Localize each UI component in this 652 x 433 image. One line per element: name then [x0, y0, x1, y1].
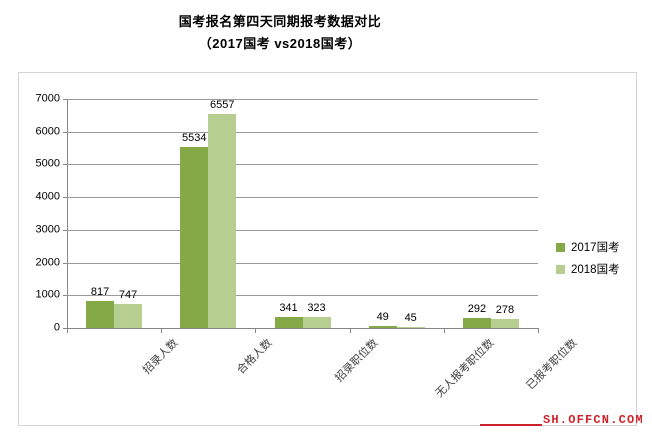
- gridline: [67, 131, 538, 133]
- y-axis-tick-label: 2000: [35, 256, 60, 269]
- bar-value-label: 49: [376, 311, 389, 324]
- gridline: [67, 197, 538, 199]
- bar-2017[interactable]: [368, 326, 397, 328]
- bar-2018[interactable]: [208, 113, 237, 328]
- y-axis-line: [67, 99, 68, 329]
- chart-subtitle: （2017国考 vs2018国考）: [198, 36, 362, 51]
- x-axis-tick-mark: [444, 328, 445, 333]
- y-axis-tick-label: 1000: [35, 288, 60, 301]
- bar-2017[interactable]: [86, 301, 115, 328]
- x-axis-tick-mark: [350, 328, 351, 333]
- bar-2018[interactable]: [396, 326, 425, 328]
- gridline: [67, 99, 538, 100]
- y-axis-tick-label: 6000: [35, 125, 60, 138]
- bar-2018[interactable]: [302, 317, 331, 328]
- site-watermark: SH.OFFCN.COM: [543, 413, 644, 427]
- bar-value-label: 323: [307, 302, 326, 315]
- bar-value-label: 6557: [210, 98, 235, 111]
- title-block: 国考报名第四天同期报考数据对比 （2017国考 vs2018国考）: [0, 12, 560, 54]
- gridline: [67, 229, 538, 231]
- x-axis-tick-mark: [161, 328, 162, 333]
- legend: 2017国考 2018国考: [556, 238, 620, 282]
- bar-value-label: 747: [118, 288, 138, 301]
- bar-2017[interactable]: [462, 318, 491, 328]
- chart-title: 国考报名第四天同期报考数据对比: [178, 14, 382, 29]
- bar-2017[interactable]: [274, 316, 303, 328]
- bar-value-label: 5534: [182, 131, 207, 144]
- y-axis-tick-label: 5000: [35, 157, 60, 170]
- y-axis-tick-mark: [63, 229, 67, 231]
- x-axis-tick-mark: [538, 328, 539, 333]
- y-axis-tick-label: 0: [53, 321, 60, 334]
- gridline: [67, 262, 538, 264]
- legend-swatch-icon-2017: [556, 243, 565, 252]
- y-axis-tick-mark: [63, 164, 67, 166]
- x-axis-line: [67, 328, 539, 329]
- y-axis-tick-mark: [63, 197, 67, 199]
- legend-swatch-icon-2018: [556, 265, 565, 274]
- legend-label-2018: 2018国考: [571, 263, 620, 276]
- chart-frame: [18, 72, 637, 426]
- legend-label-2017: 2017国考: [571, 241, 620, 254]
- legend-item-2018: 2018国考: [556, 260, 620, 279]
- x-axis-tick-mark: [67, 328, 68, 333]
- gridline: [67, 295, 538, 297]
- bar-value-label: 278: [495, 303, 515, 316]
- watermark-rule: [480, 424, 542, 426]
- y-axis-tick-label: 4000: [35, 190, 60, 203]
- bar-value-label: 292: [467, 303, 487, 316]
- plot-area: 0 1000 2000 3000 4000 5000 6000 7000 817 747 招录人数 5…: [36, 93, 580, 400]
- bar-2018[interactable]: [490, 318, 519, 328]
- x-axis-tick-mark: [255, 328, 256, 333]
- bar-value-label: 341: [279, 301, 298, 314]
- y-axis-tick-mark: [63, 295, 67, 297]
- bar-2017[interactable]: [180, 146, 209, 328]
- y-axis-tick-mark: [63, 99, 67, 100]
- y-axis-tick-label: 7000: [35, 92, 60, 105]
- legend-item-2017: 2017国考: [556, 238, 620, 257]
- y-axis-tick-mark: [63, 328, 67, 329]
- gridline: [67, 164, 538, 166]
- y-axis-tick-mark: [63, 131, 67, 133]
- bar-value-label: 817: [90, 286, 110, 299]
- bar-2018[interactable]: [114, 303, 143, 328]
- y-axis-tick-label: 3000: [35, 223, 60, 236]
- y-axis-tick-mark: [63, 262, 67, 264]
- bar-value-label: 45: [404, 311, 417, 324]
